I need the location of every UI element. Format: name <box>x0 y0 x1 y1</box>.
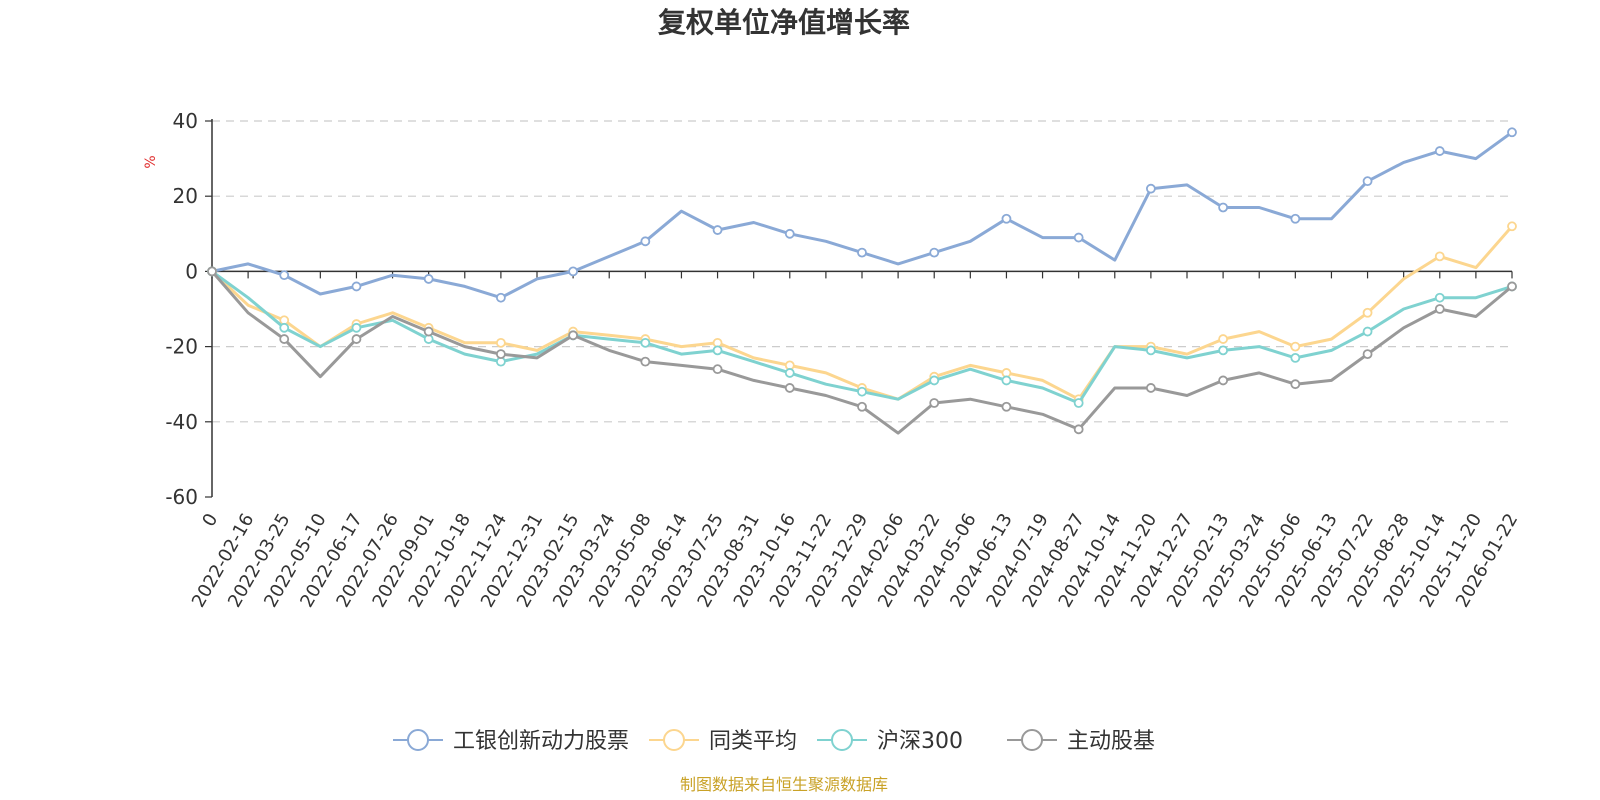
data-point <box>423 326 434 337</box>
data-point <box>640 337 651 348</box>
data-point <box>1290 213 1301 224</box>
data-point <box>279 322 290 333</box>
data-point <box>1145 383 1156 393</box>
data-point <box>351 281 362 292</box>
data-point <box>1073 398 1084 408</box>
data-source-note: 制图数据来自恒生聚源数据库 <box>680 775 888 794</box>
data-point <box>712 364 723 375</box>
legend-item[interactable]: 主动股基 <box>1007 729 1155 754</box>
data-point <box>1001 401 1012 412</box>
data-point <box>1434 251 1445 262</box>
data-point <box>207 266 217 277</box>
data-point <box>712 345 723 356</box>
y-axis-unit: % <box>143 155 159 168</box>
series-0 <box>207 127 1517 303</box>
data-point <box>1290 379 1301 390</box>
legend-label: 主动股基 <box>1067 729 1155 754</box>
data-point <box>1218 202 1229 213</box>
series-2 <box>207 266 1517 408</box>
gridlines <box>212 120 1512 423</box>
data-point <box>1507 281 1517 292</box>
data-point <box>279 270 290 281</box>
legend-item[interactable]: 沪深300 <box>817 729 963 754</box>
y-tick-label: -40 <box>165 410 198 434</box>
data-point <box>568 266 579 277</box>
x-tick-label: 0 <box>198 510 222 530</box>
data-point <box>1218 345 1229 356</box>
data-point <box>495 349 506 360</box>
chart-title: 复权单位净值增长率 <box>658 6 910 39</box>
legend[interactable]: 工银创新动力股票 同类平均 沪深300 主动股基 <box>393 729 1155 754</box>
data-point <box>495 292 506 303</box>
data-point <box>1001 375 1012 386</box>
data-point <box>1362 176 1373 187</box>
data-point <box>712 225 723 235</box>
data-point <box>1507 127 1517 138</box>
data-point <box>1290 352 1301 363</box>
legend-label: 同类平均 <box>709 729 797 754</box>
data-point <box>1434 292 1445 303</box>
data-point <box>1073 232 1084 243</box>
data-point <box>568 330 579 341</box>
legend-label: 沪深300 <box>877 729 963 754</box>
legend-item[interactable]: 同类平均 <box>649 729 797 754</box>
series-3 <box>207 266 1517 435</box>
data-point <box>784 228 795 239</box>
data-point <box>1362 307 1373 318</box>
data-point <box>351 322 362 333</box>
y-tick-label: 0 <box>185 259 198 283</box>
legend-circle-icon <box>831 729 853 751</box>
data-point <box>857 247 867 258</box>
data-point <box>640 236 651 247</box>
data-point <box>1434 304 1445 314</box>
data-point <box>784 383 795 393</box>
data-point <box>1362 349 1373 360</box>
data-point <box>351 334 362 344</box>
data-point <box>929 247 940 258</box>
data-point <box>929 375 940 386</box>
legend-circle-icon <box>407 729 429 751</box>
data-point <box>1507 221 1517 232</box>
data-point <box>1145 345 1156 356</box>
data-point <box>640 356 651 367</box>
legend-item[interactable]: 工银创新动力股票 <box>393 729 629 754</box>
axes: 40200-20-40-6002022-02-162022-03-252022-… <box>165 109 1522 611</box>
data-point <box>857 386 867 397</box>
legend-label: 工银创新动力股票 <box>453 729 629 754</box>
legend-circle-icon <box>1021 729 1043 751</box>
data-point <box>929 398 940 408</box>
data-point <box>495 337 506 348</box>
y-tick-label: 40 <box>173 109 198 133</box>
data-point <box>857 401 867 412</box>
data-point <box>1218 375 1229 386</box>
data-point <box>1145 183 1156 194</box>
data-point <box>1073 424 1084 435</box>
y-tick-label: -20 <box>165 335 198 359</box>
data-point <box>1434 146 1445 156</box>
data-point <box>1218 334 1229 344</box>
legend-circle-icon <box>663 729 685 751</box>
data-point <box>1362 326 1373 337</box>
data-point <box>423 274 434 284</box>
data-point <box>1001 213 1012 224</box>
y-tick-label: -60 <box>165 485 198 509</box>
data-point <box>784 368 795 378</box>
y-tick-label: 20 <box>173 184 198 208</box>
series-lines <box>207 127 1517 435</box>
data-point <box>279 334 290 344</box>
data-point <box>1290 341 1301 352</box>
